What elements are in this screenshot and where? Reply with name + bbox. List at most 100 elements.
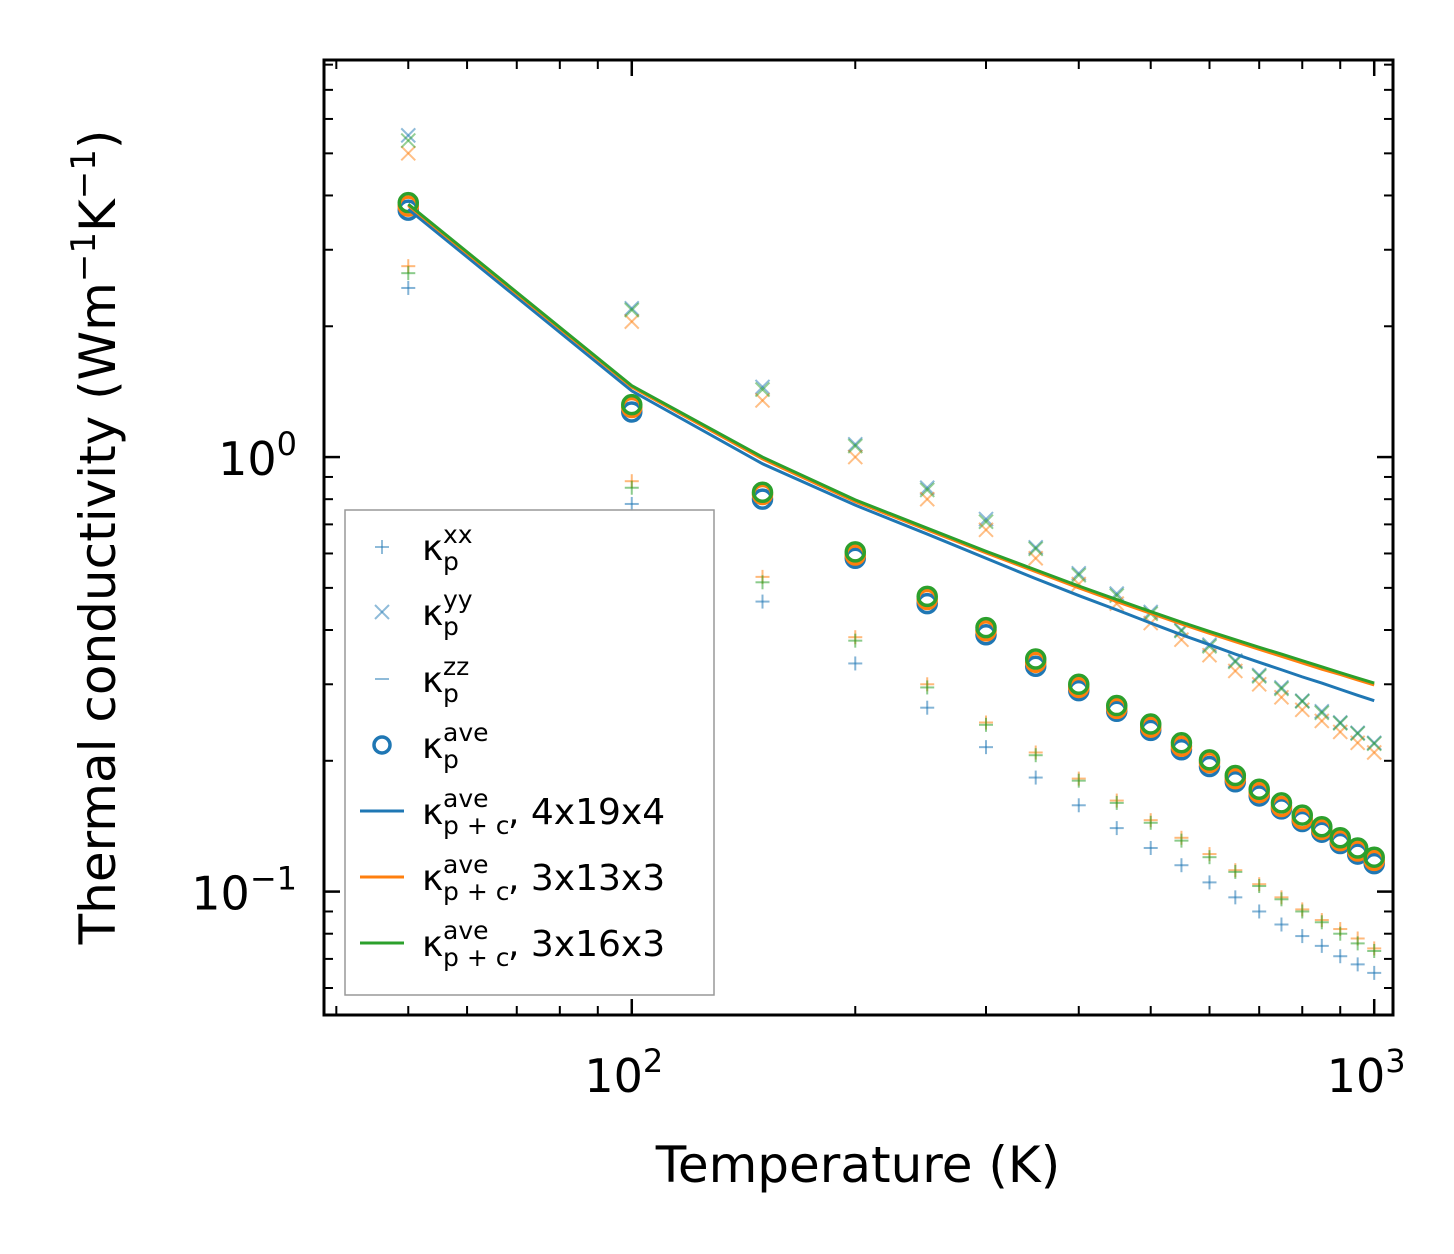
point-kp_ave_3x16x3 — [751, 481, 774, 503]
series-kp_xx_4x19x4 — [401, 280, 1382, 980]
legend-superscript: ave — [443, 718, 489, 747]
point-kp_yy_4x19x4 — [400, 127, 416, 144]
point-kp_xx_3x16x3 — [1350, 936, 1365, 951]
y-axis-label-exp1: −1 — [64, 232, 104, 282]
legend-entry: κ yyp — [374, 585, 473, 641]
legend-symbol: κ — [422, 924, 443, 965]
point-kp_ave_3x16x3 — [1024, 648, 1047, 670]
point-kp_ave_3x16x3 — [975, 616, 997, 639]
point-kp_xx_4x19x4 — [1350, 957, 1365, 972]
point-kp_yy_3x13x3 — [1314, 713, 1330, 729]
legend-subscript: p + c — [443, 943, 509, 972]
point-kp_ave_3x16x3 — [621, 393, 643, 416]
point-kp_ave_3x16x3 — [1311, 816, 1333, 838]
point-kp_ave_3x16x3 — [1346, 837, 1369, 859]
plot-marks — [397, 127, 1385, 980]
legend-superscript: zz — [443, 652, 469, 681]
point-kp_xx_3x16x3 — [1228, 864, 1243, 879]
point-kp_yy_3x16x3 — [1294, 693, 1310, 710]
legend-marker — [372, 735, 392, 755]
legend-symbol: κ — [422, 593, 443, 634]
axis-ticks — [324, 60, 1393, 1015]
point-kp_ave_3x16x3 — [397, 191, 420, 214]
point-kp_yy_3x16x3 — [919, 482, 935, 498]
legend-symbol: κ — [422, 726, 443, 767]
point-kp_ave_3x16x3 — [1139, 713, 1162, 735]
point-kp_xx_4x19x4 — [1202, 875, 1217, 890]
point-kp_xx_4x19x4 — [1174, 858, 1189, 873]
series-kpc_ave_3x16x3 — [407, 202, 1375, 685]
point-kp_yy_3x16x3 — [1314, 705, 1330, 721]
point-kp_yy_3x16x3 — [624, 302, 640, 318]
y-axis-label-mid: K — [69, 198, 127, 232]
point-kp_xx_4x19x4 — [1367, 965, 1382, 980]
point-kp_ave_3x16x3 — [1270, 792, 1293, 814]
point-kp_xx_3x16x3 — [1274, 892, 1289, 907]
point-kp_yy_4x19x4 — [847, 436, 863, 453]
point-kp_xx_4x19x4 — [848, 656, 863, 671]
point-kp_ave_3x16x3 — [1224, 764, 1247, 787]
y-tick-label: 10−1 — [191, 860, 297, 921]
point-kp_yy_3x16x3 — [978, 513, 994, 530]
point-kp_yy_3x16x3 — [1273, 681, 1290, 697]
point-kp_yy_3x13x3 — [624, 313, 640, 330]
point-kp_ave_3x16x3 — [1363, 846, 1385, 868]
legend-subscript: p + c — [443, 877, 509, 906]
point-kp_xx_4x19x4 — [1071, 798, 1086, 813]
series-kpc_ave_4x19x4 — [407, 207, 1375, 703]
point-kp_yy_3x13x3 — [978, 522, 994, 538]
point-kp_xx_4x19x4 — [755, 594, 770, 609]
point-kp_xx_3x16x3 — [1295, 904, 1310, 919]
legend-superscript: ave — [443, 916, 489, 945]
legend-symbol: κ — [422, 660, 443, 701]
point-kp_ave_3x16x3 — [1068, 673, 1090, 696]
point-kp_xx_4x19x4 — [401, 280, 416, 295]
legend-subscript: p — [443, 679, 459, 708]
point-kp_xx_3x16x3 — [920, 680, 935, 695]
point-kp_yy_3x16x3 — [1349, 725, 1366, 742]
point-kp_xx_3x16x3 — [755, 575, 770, 590]
point-kp_xx_3x16x3 — [624, 480, 639, 495]
y-axis-label-exp2: −1 — [64, 149, 104, 199]
point-kp_yy_4x19x4 — [1028, 539, 1044, 555]
point-kp_xx_4x19x4 — [1228, 890, 1243, 905]
point-kp_ave_3x16x3 — [1248, 778, 1270, 801]
point-kp_ave_3x16x3 — [844, 541, 867, 563]
line-kpc_ave_4x19x4 — [407, 207, 1375, 703]
plot-frame — [322, 58, 1395, 1017]
legend-symbol: κ — [422, 528, 443, 569]
point-kp_xx_3x16x3 — [848, 633, 863, 648]
x-tick-label: 103 — [1327, 1042, 1406, 1103]
legend-superscript: ave — [443, 784, 489, 813]
point-kp_xx_4x19x4 — [1295, 929, 1310, 944]
point-kp_yy_3x16x3 — [400, 132, 416, 149]
point-kp_yy_4x19x4 — [978, 511, 994, 527]
point-kp_xx_4x19x4 — [1028, 770, 1043, 785]
point-kp_xx_4x19x4 — [979, 740, 994, 755]
series-kpc_ave_3x13x3 — [407, 204, 1375, 687]
legend-subscript: p + c — [443, 811, 509, 840]
legend-label: , 3x16x3 — [508, 924, 665, 965]
point-kp_xx_4x19x4 — [1314, 938, 1329, 953]
point-kp_yy_3x13x3 — [847, 449, 863, 465]
point-kp_xx_3x16x3 — [1202, 850, 1217, 865]
point-kp_xx_4x19x4 — [1109, 821, 1124, 836]
point-kp_yy_3x16x3 — [1028, 541, 1044, 557]
point-kp_yy_3x16x3 — [1332, 715, 1348, 731]
point-kp_yy_3x13x3 — [400, 145, 416, 162]
point-kp_yy_3x16x3 — [1251, 668, 1267, 684]
point-kp_yy_3x16x3 — [754, 381, 771, 398]
legend-symbol: κ — [422, 858, 443, 899]
point-kp_yy_3x16x3 — [847, 438, 863, 454]
point-kp_ave_3x16x3 — [1291, 804, 1314, 826]
point-kp_yy_3x16x3 — [1071, 567, 1087, 583]
point-kp_yy_4x19x4 — [919, 480, 935, 496]
point-kp_xx_3x16x3 — [1174, 833, 1189, 848]
legend-superscript: xx — [443, 520, 473, 549]
point-kp_xx_3x16x3 — [1028, 748, 1043, 763]
y-axis-label-main: Thermal conductivity (Wm — [69, 282, 127, 945]
point-kp_xx_3x16x3 — [1143, 815, 1158, 830]
